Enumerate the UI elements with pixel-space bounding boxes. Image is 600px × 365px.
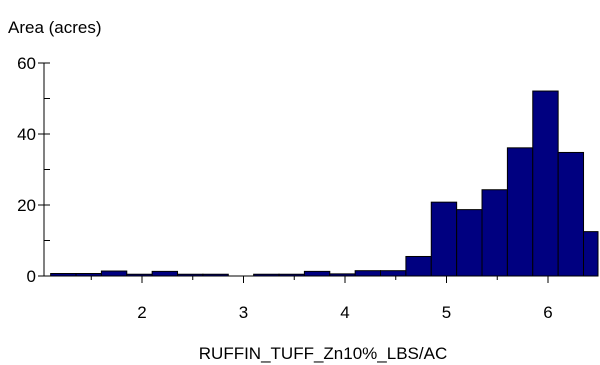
- histogram-bar-18: [532, 90, 559, 277]
- y-tick-label-60: 60: [17, 54, 36, 73]
- x-tick-label-3: 3: [239, 303, 248, 322]
- y-axis-title: Area (acres): [8, 18, 102, 37]
- x-tick-label-2: 2: [137, 303, 146, 322]
- bars-group: [50, 90, 599, 277]
- histogram-bar-2: [100, 270, 128, 277]
- x-tick-label-4: 4: [340, 303, 349, 322]
- histogram-bar-17: [506, 147, 534, 277]
- tick-labels-group: 0 20 40 60 2 3 4 5 6: [17, 54, 553, 322]
- histogram-bar-4: [151, 270, 179, 277]
- histogram-bar-11: [354, 270, 382, 277]
- x-tick-label-5: 5: [442, 303, 451, 322]
- y-tick-label-40: 40: [17, 125, 36, 144]
- histogram-bar-15: [456, 209, 483, 277]
- x-axis-title: RUFFIN_TUFF_Zn10%_LBS/AC: [199, 344, 447, 363]
- histogram-bar-19: [557, 151, 585, 277]
- histogram-bar-13: [405, 255, 432, 277]
- histogram-bar-9: [303, 270, 331, 277]
- y-tick-label-0: 0: [27, 267, 36, 286]
- axes-group: [38, 62, 598, 283]
- y-tick-label-20: 20: [17, 196, 36, 215]
- histogram-bar-16: [481, 189, 508, 277]
- histogram-bar-12: [380, 270, 407, 277]
- histogram-bar-20: [583, 231, 599, 277]
- x-tick-label-6: 6: [543, 303, 552, 322]
- histogram-bar-14: [430, 201, 458, 277]
